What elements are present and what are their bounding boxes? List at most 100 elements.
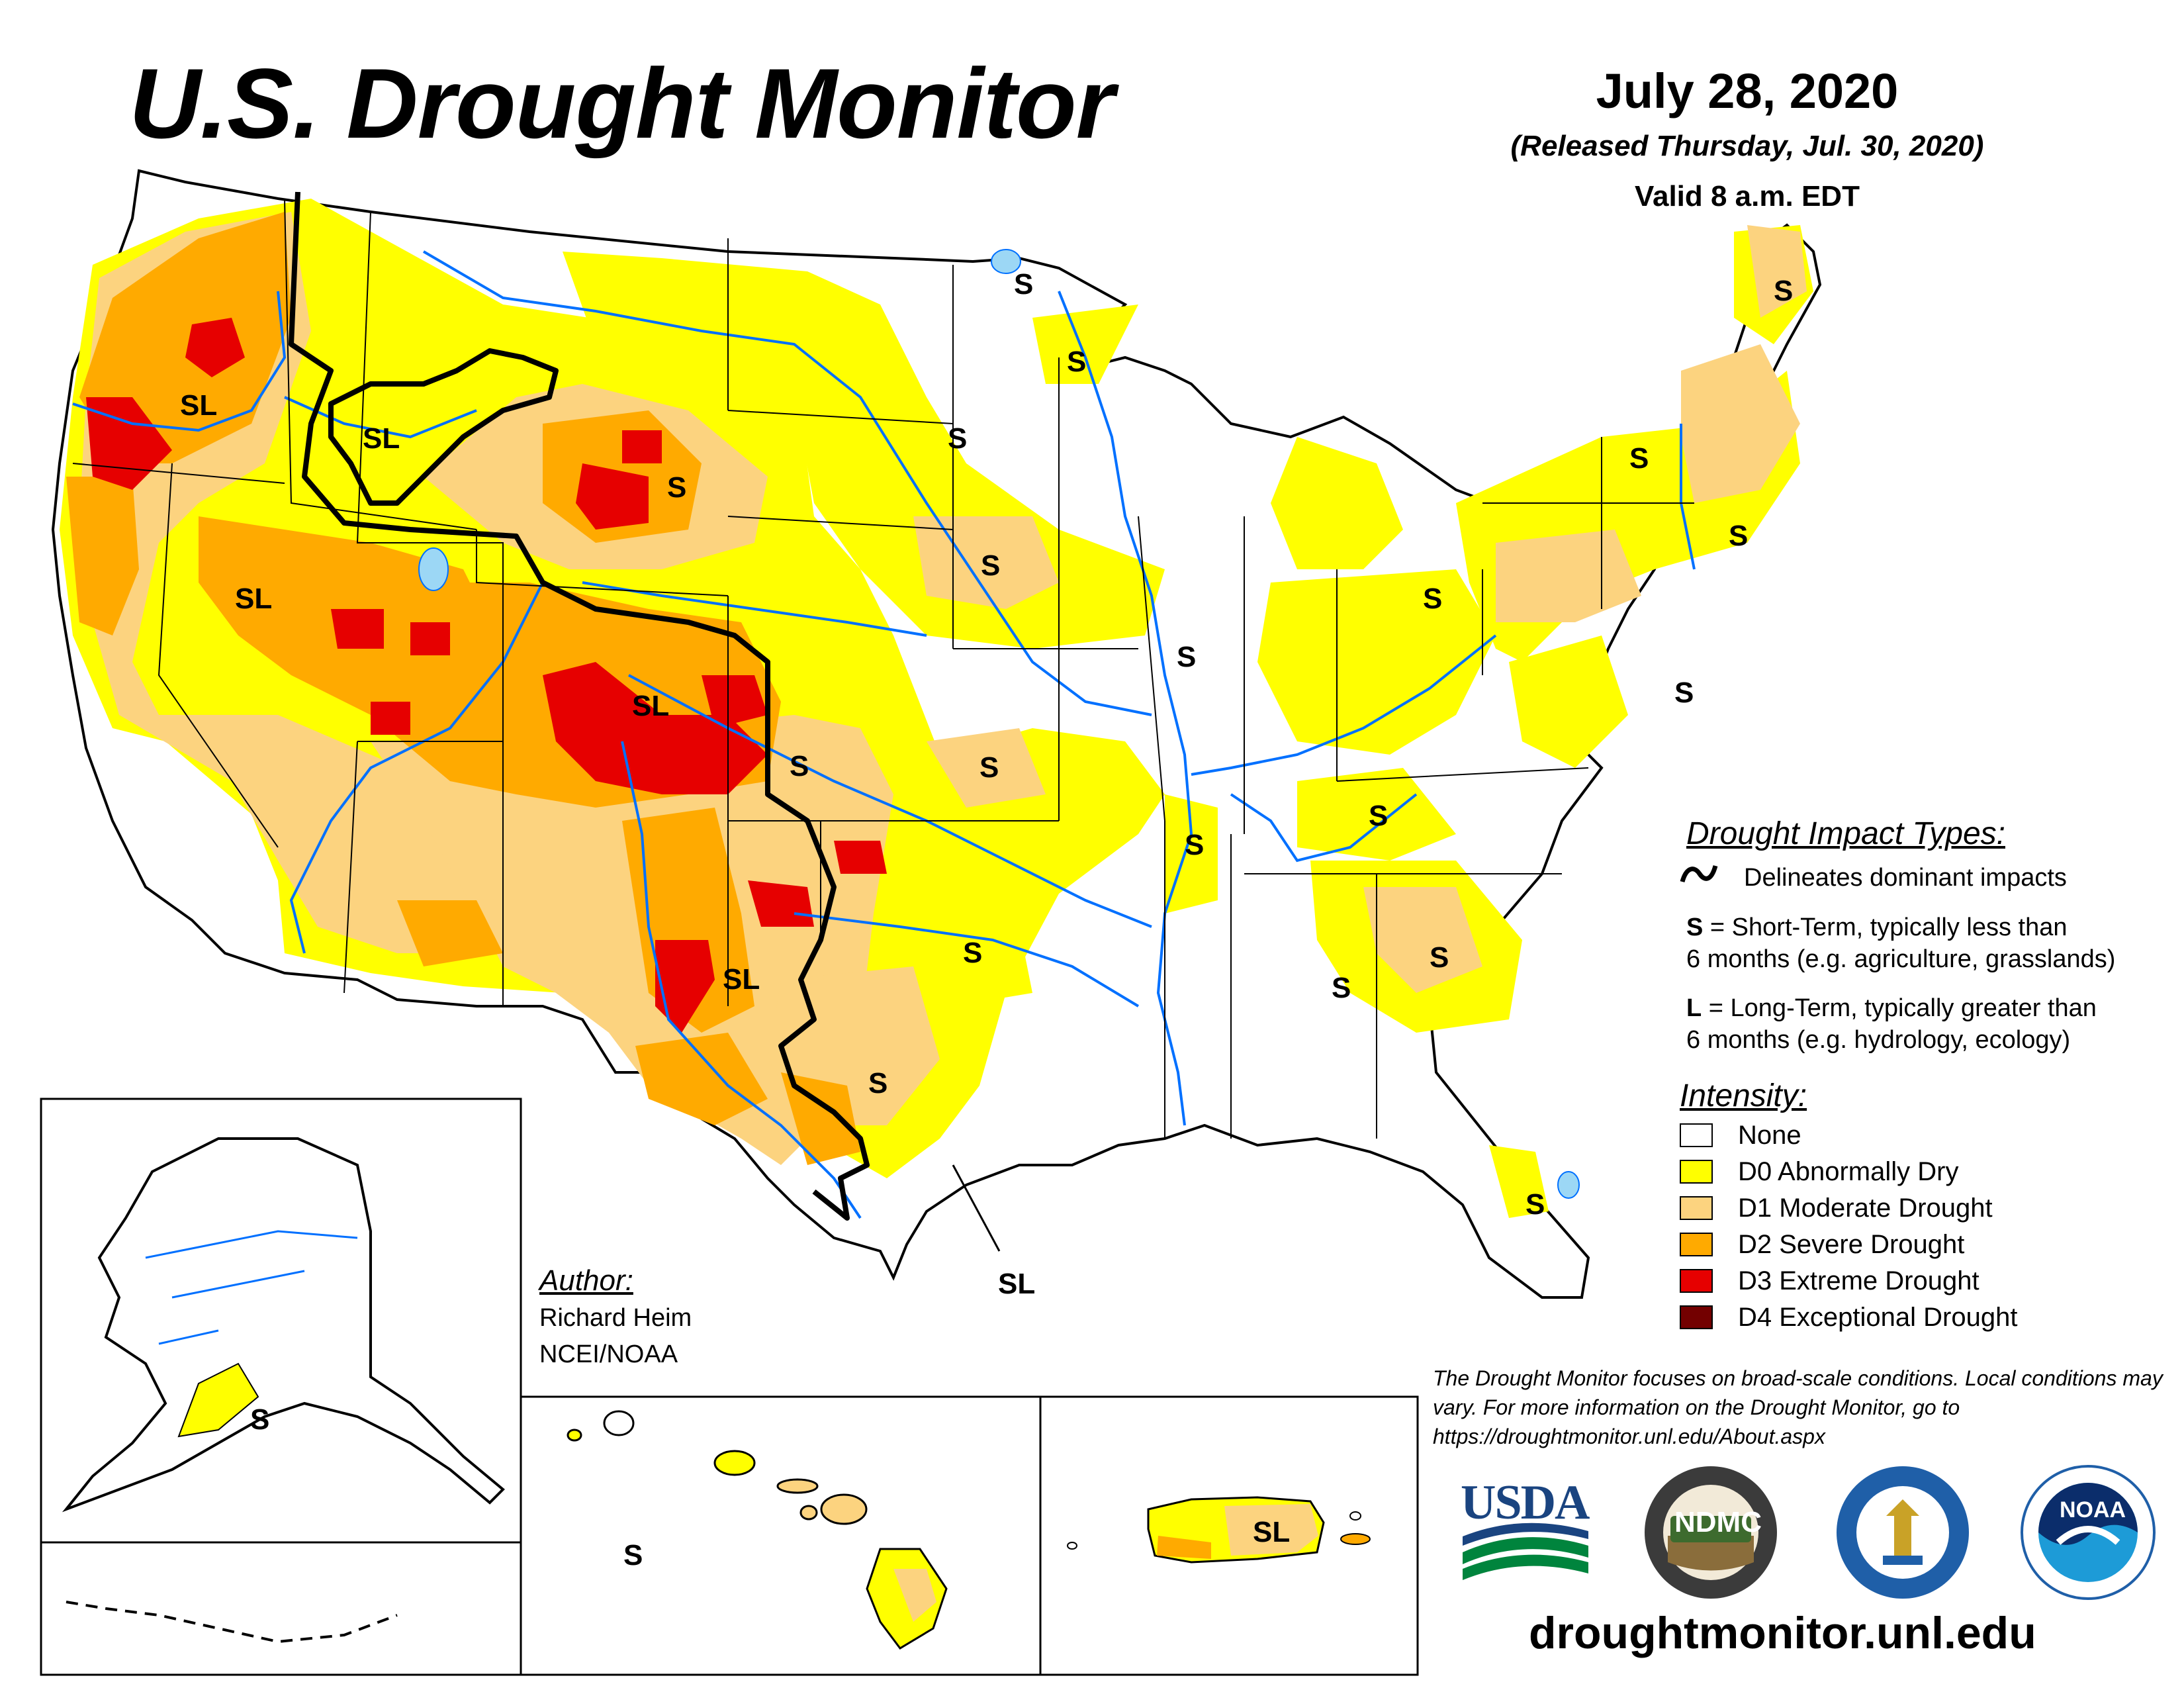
noaa-logo [2021,1465,2156,1600]
d1-georgia [1363,887,1482,993]
d0-appalachia [1509,635,1628,768]
usda-logo-text: USDA [1461,1476,1590,1530]
author-org: NCEI/NOAA [539,1340,678,1368]
label-lake-superior: S [1067,346,1087,378]
label-idaho: SL [363,422,400,455]
label-florida: S [1525,1188,1545,1221]
release-date: (Released Thursday, Jul. 30, 2020) [1510,130,1984,162]
ndmc-logo-text: NDMC [1674,1506,1762,1538]
d2-arizona [397,900,503,966]
impact-long-term-2: 6 months (e.g. hydrology, ecology) [1686,1026,2071,1054]
label-illinois: S [1177,641,1197,673]
label-wyoming: S [667,471,687,504]
d3-kansas-west [702,675,768,728]
label-central-texas: S [868,1067,888,1100]
puerto-rico-d2 [1157,1536,1211,1559]
hawaii-islands [567,1410,948,1650]
intensity-label: D4 Exceptional Drought [1738,1302,2018,1332]
state-lines-east [953,357,1694,1139]
d1-pennsylvania [1496,530,1641,622]
label-oklahoma: S [963,937,983,969]
intensity-swatch [1680,1196,1713,1220]
impact-short-term-text: = Short-Term, typically less than [1709,914,2068,941]
d2-california [66,477,139,635]
d0-mississippi [1165,794,1218,914]
d1-maine [1747,225,1807,318]
ndmc-logo [1645,1466,1777,1599]
d3-colorado [543,662,768,794]
mona [1067,1542,1077,1550]
impact-long-term-1: L = Long-Term, typically greater than [1686,994,2097,1023]
great-salt-lake [418,547,449,591]
label-alaska: S [250,1403,270,1436]
river-mississippi [1058,291,1193,1126]
alaska-rivers [145,1230,358,1345]
label-kansas: S [979,751,999,784]
label-nevada: SL [235,583,273,615]
d0-ohio-valley [1257,569,1496,755]
label-alabama: S [1332,972,1351,1004]
d3-oregon-north [185,318,245,377]
label-oregon: SL [180,389,218,422]
author-name: Richard Heim [539,1304,692,1332]
label-delmarva: S [1674,677,1694,709]
impact-line-icon [1680,865,1718,883]
label-colorado: SL [632,690,670,722]
d0-florida [1489,1145,1549,1218]
river-columbia [72,291,287,432]
impact-short-term-letter: S [1686,914,1704,941]
d0-texas-east [940,914,1032,1006]
label-minnesota: S [948,422,968,455]
d0-tn-valley [1297,768,1456,861]
d3-wyoming-1 [622,430,662,463]
label-texas-coast: SL [998,1268,1036,1300]
d3-utah-2 [371,702,410,735]
alaska-d0 [177,1362,259,1438]
label-kansas-west: S [790,750,809,782]
vieques [1340,1533,1371,1545]
intensity-row: D0 Abnormally Dry [1680,1157,1958,1186]
label-mississippi: S [1185,829,1205,861]
lake-of-the-woods [991,249,1021,274]
intensity-heading: Intensity: [1680,1078,1807,1113]
state-boundaries [72,198,1694,1139]
valid-time: Valid 8 a.m. EDT [1635,180,1860,212]
intensity-row: D1 Moderate Drought [1680,1194,1993,1223]
kauai [603,1410,635,1436]
state-lines-west [72,198,1059,1006]
intensity-row: D2 Severe Drought [1680,1230,1964,1259]
d1-kansas [927,728,1046,808]
hawaii-inset-frame [520,1395,1042,1676]
alaska-shape [62,1137,505,1513]
impact-line-idaho [328,348,559,506]
intensity-swatch [1680,1160,1713,1184]
intensity-label: D1 Moderate Drought [1738,1193,1993,1223]
label-ohio: S [1423,583,1443,615]
d2-west-texas [635,1033,768,1125]
label-texas-panhandle: SL [723,963,760,996]
aleutian-islands [66,1601,398,1644]
maui [820,1493,868,1525]
label-maine: S [1774,275,1794,307]
intensity-label: None [1738,1120,1801,1150]
river-missouri [422,250,1152,716]
label-hawaii: S [623,1539,643,1571]
intensity-swatch [1680,1233,1713,1256]
website-url[interactable]: droughtmonitor.unl.edu [1529,1608,2036,1658]
commerce-seal [1837,1466,1969,1599]
niihau [567,1429,582,1442]
label-new-york: S [1629,442,1649,475]
culebra [1349,1511,1361,1521]
d3-ok-panhandle [834,841,887,874]
d2-south-texas [781,1072,860,1165]
d0-michigan [1271,437,1403,569]
big-island-d1 [893,1569,936,1622]
label-new-england: S [1729,520,1749,552]
page-title: U.S. Drought Monitor [129,48,1115,159]
intensity-label: D0 Abnormally Dry [1738,1156,1959,1186]
molokai [776,1478,819,1494]
intensity-swatch [1680,1269,1713,1293]
intensity-row: D4 Exceptional Drought [1680,1303,2017,1332]
impact-short-term-2: 6 months (e.g. agriculture, grasslands) [1686,945,2116,973]
leader-texas-coast [952,1164,1001,1252]
